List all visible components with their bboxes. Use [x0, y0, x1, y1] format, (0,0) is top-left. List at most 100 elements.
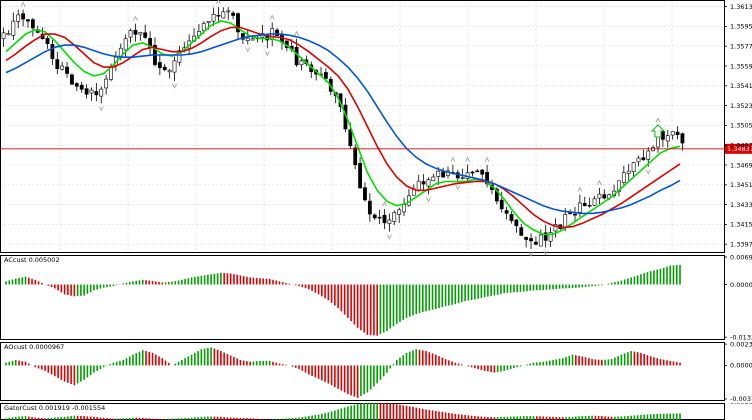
- candle: [201, 23, 206, 32]
- indicator-tick-label: 0.0000000: [730, 362, 752, 370]
- candle: [206, 21, 211, 24]
- ac-panel: 0.006992 0.000000 -0.013377: [5, 253, 752, 341]
- ac-label: ACcust 0.005002: [4, 256, 60, 264]
- candle: [377, 216, 382, 219]
- panel-frame-main: [0, 0, 725, 253]
- fractal-down-icon: [426, 197, 431, 203]
- candle: [162, 66, 167, 71]
- price-tick-label: 1.34330: [730, 201, 752, 209]
- alligator-lines: [5, 20, 681, 236]
- candle: [236, 13, 240, 33]
- candle: [646, 150, 651, 160]
- candle: [553, 224, 558, 232]
- candle: [519, 227, 524, 236]
- candle: [177, 50, 182, 63]
- price-tick-label: 1.35770: [730, 43, 752, 51]
- candle: [363, 187, 367, 201]
- candle: [1, 32, 6, 39]
- candle: [592, 198, 597, 206]
- price-tick-label: 1.34150: [730, 221, 752, 229]
- candle: [631, 162, 636, 172]
- candle: [65, 66, 69, 74]
- price-tick-label: 1.34870: [730, 142, 752, 150]
- fractal-up-icon: [484, 156, 490, 163]
- candle: [348, 129, 353, 147]
- ao-panel: 0.0023653 0.0000000 -0.0037190: [5, 340, 752, 403]
- price-tick-label: 1.34510: [730, 181, 752, 189]
- fractal-down-icon: [387, 234, 392, 240]
- alligator-line-2: [5, 33, 681, 215]
- candle: [353, 147, 358, 166]
- current-price-box: [725, 143, 752, 154]
- panel-frame-gator: [0, 403, 725, 420]
- grid-layer: [0, 0, 724, 253]
- candle: [94, 91, 99, 96]
- candle: [480, 169, 485, 175]
- candle: [16, 14, 21, 22]
- candle: [231, 12, 236, 16]
- candle: [358, 163, 362, 189]
- gator-panel: 0.005051: [5, 398, 752, 420]
- panel-frames: [0, 0, 725, 420]
- price-tick-label: 1.35050: [730, 122, 752, 130]
- price-tick-label: 1.35230: [730, 102, 752, 110]
- candle: [99, 88, 104, 97]
- candle: [133, 29, 138, 35]
- fractal-down-icon: [245, 47, 251, 53]
- price-tick-label: 1.35590: [730, 62, 752, 70]
- fractal-down-icon: [98, 106, 104, 112]
- candle: [50, 44, 55, 60]
- current-price-line: 1.34837: [0, 143, 752, 154]
- fractal-down-icon: [455, 185, 461, 191]
- price-tick-label: 1.36130: [730, 3, 752, 11]
- candle: [240, 33, 245, 40]
- candle: [70, 74, 74, 85]
- candle: [475, 170, 480, 173]
- candle: [587, 204, 592, 207]
- candle: [299, 60, 304, 66]
- panel-frame-ac: [0, 255, 725, 340]
- candle: [221, 11, 226, 19]
- candle: [675, 131, 680, 136]
- candle: [665, 135, 670, 142]
- candle: [26, 19, 30, 22]
- candle: [128, 30, 133, 38]
- candle: [392, 212, 397, 222]
- fractal-up-icon: [269, 14, 275, 20]
- candle: [563, 214, 568, 228]
- candle: [74, 83, 79, 87]
- candle: [138, 32, 143, 35]
- candle: [577, 202, 582, 213]
- fractal-up-icon: [382, 201, 387, 207]
- candle: [573, 213, 577, 216]
- candle: [55, 59, 60, 69]
- fractal-down-icon: [264, 51, 270, 57]
- candle: [538, 234, 543, 247]
- candle: [661, 131, 665, 140]
- indicator-tick-label: 0.005051: [730, 398, 752, 406]
- indicator-tick-label: -0.013377: [730, 333, 752, 341]
- fractal-up-icon: [655, 117, 661, 123]
- candle: [504, 210, 509, 214]
- panel-frame-ao: [0, 342, 725, 401]
- price-tick-label: 1.34690: [730, 161, 752, 169]
- candle: [387, 219, 392, 224]
- candle: [426, 179, 431, 187]
- candle: [597, 193, 602, 199]
- candle: [548, 232, 553, 242]
- candle: [494, 188, 499, 202]
- candle: [470, 171, 475, 174]
- candle: [617, 180, 621, 192]
- candle: [275, 29, 279, 36]
- candle: [21, 13, 25, 20]
- candle: [534, 241, 538, 245]
- candle: [157, 62, 162, 69]
- candle: [431, 176, 436, 182]
- fractal-markers: [20, 0, 661, 257]
- candle: [602, 194, 607, 199]
- price-axis: 1.36130 1.35950 1.35770 1.35590 1.35410 1.352…: [724, 3, 752, 249]
- candle: [211, 13, 216, 22]
- indicator-tick-label: -0.0037190: [730, 395, 752, 403]
- candle: [372, 214, 377, 219]
- candle: [626, 170, 631, 174]
